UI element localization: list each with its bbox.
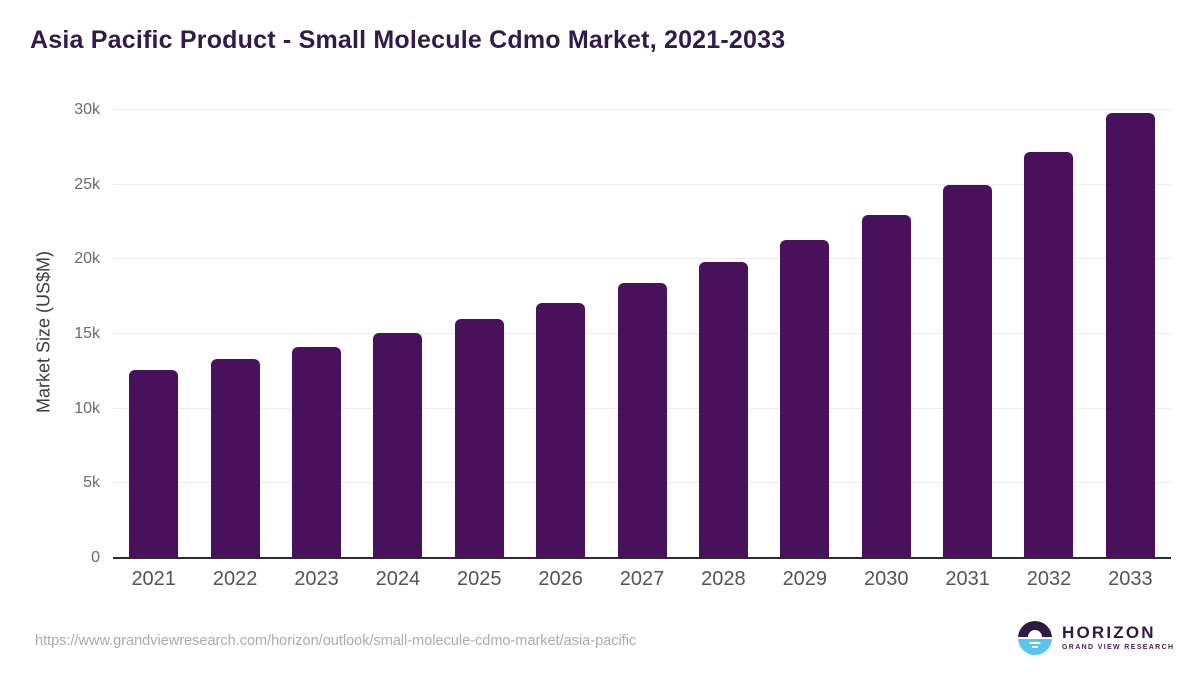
x-tick-label-2023: 2023: [294, 568, 339, 590]
bar-slot-2021: [113, 110, 194, 558]
bar-slot-2031: [927, 110, 1008, 558]
x-tick-label-2028: 2028: [701, 568, 746, 590]
bar-2025: [454, 319, 504, 558]
y-tick-label-15k: 15k: [74, 325, 100, 342]
ripple-glyph: [1032, 646, 1038, 648]
bar-2032: [1024, 151, 1074, 558]
bar-slot-2030: [846, 110, 927, 558]
bar-2030: [861, 214, 911, 558]
y-tick-label-25k: 25k: [74, 175, 100, 193]
x-axis-line: [113, 557, 1171, 559]
logo-name: HORIZON: [1062, 623, 1156, 642]
y-tick-label-30k: 30k: [74, 101, 100, 118]
y-tick-label-20k: 20k: [74, 250, 100, 268]
gridline-25k: [113, 183, 1171, 185]
horizon-logo: HORIZON GRAND VIEW RESEARCH: [1018, 620, 1173, 656]
gridline-30k: [113, 109, 1171, 110]
x-tick-label-2022: 2022: [212, 568, 258, 590]
y-tick-label-5k: 5k: [83, 474, 100, 492]
bar-slot-2024: [357, 110, 438, 558]
gridline-20k: [113, 258, 1171, 260]
x-tick-label-2024: 2024: [375, 568, 421, 590]
bar-2033: [1105, 113, 1155, 558]
bar-slot-2028: [683, 110, 764, 558]
bar-2031: [943, 184, 993, 558]
x-tick-label-2032: 2032: [1026, 568, 1072, 590]
bar-2027: [617, 283, 667, 558]
horizon-sun-icon: [1018, 621, 1052, 655]
bar-slot-2022: [194, 110, 275, 558]
bar-slot-2032: [1008, 110, 1089, 558]
y-tick-label-10k: 10k: [74, 399, 100, 417]
y-tick-label-0: 0: [91, 549, 100, 566]
chart-title: Asia Pacific Product - Small Molecule Cd…: [30, 26, 786, 54]
bar-2026: [536, 302, 586, 558]
bar-slot-2023: [276, 110, 357, 558]
logo-text: HORIZON GRAND VIEW RESEARCH: [1062, 624, 1174, 651]
bar-2021: [129, 369, 179, 558]
bar-slot-2026: [520, 110, 601, 558]
x-tick-label-2021: 2021: [131, 568, 176, 590]
logo-subtitle: GRAND VIEW RESEARCH: [1062, 644, 1175, 651]
x-tick-label-2027: 2027: [619, 568, 665, 590]
bar-slot-2025: [439, 110, 520, 558]
sun-glyph: [1028, 630, 1042, 637]
bar-slot-2033: [1090, 110, 1171, 558]
y-axis-tick-labels: 0 5k 10k 15k 20k 25k 30k: [0, 101, 100, 566]
x-tick-label-2029: 2029: [782, 568, 828, 590]
bar-2023: [291, 347, 341, 558]
bar-2028: [698, 262, 748, 558]
x-tick-label-2031: 2031: [945, 568, 990, 590]
x-tick-label-2033: 2033: [1108, 568, 1153, 590]
bar-slot-2027: [601, 110, 682, 558]
source-url-text: https://www.grandviewresearch.com/horizo…: [35, 633, 637, 649]
bar-2029: [780, 239, 830, 558]
x-tick-label-2025: 2025: [457, 568, 502, 590]
x-axis-tick-labels: 2021 2022 2023 2024 2025 2026 2027 2028 2029 2030…: [113, 568, 1171, 591]
x-tick-label-2030: 2030: [863, 568, 909, 590]
bar-series: [113, 110, 1171, 558]
bar-slot-2029: [764, 110, 845, 558]
bar-2022: [210, 359, 260, 558]
ripple-glyph: [1029, 642, 1041, 644]
bar-2024: [373, 332, 423, 558]
x-tick-label-2026: 2026: [538, 568, 583, 590]
